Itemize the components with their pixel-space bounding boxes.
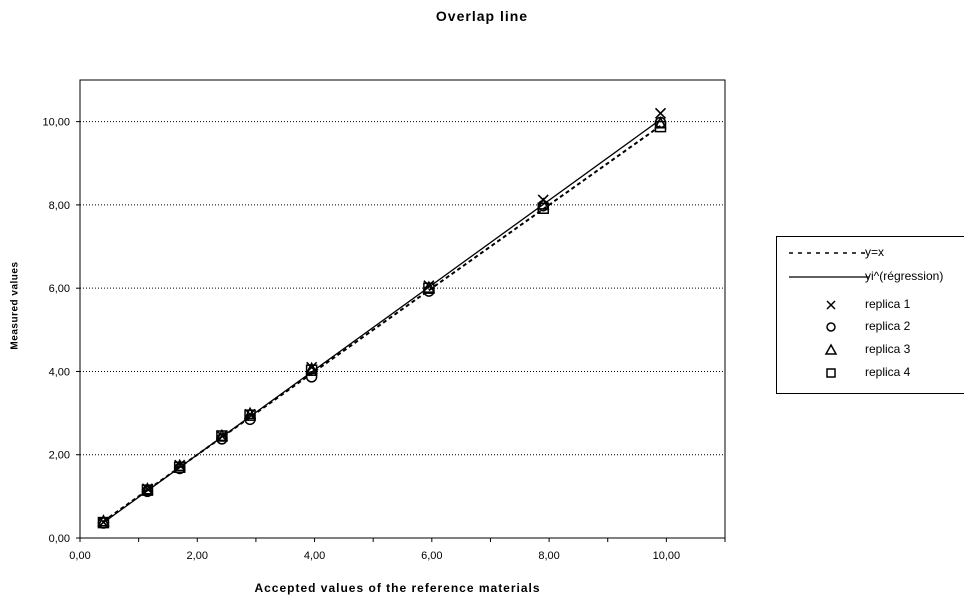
point-replica-1-8 bbox=[654, 107, 667, 119]
point-replica-3-1 bbox=[141, 482, 154, 495]
legend-label-line-2: yi^(régression) bbox=[865, 269, 944, 283]
y-tick-label-3: 6,00 bbox=[49, 283, 70, 295]
point-replica-3-2 bbox=[173, 458, 186, 472]
x-tick-label-5: 10,00 bbox=[653, 550, 681, 562]
legend-item-replica-1: replica 1 bbox=[777, 295, 964, 315]
x-tick-label-3: 6,00 bbox=[421, 550, 442, 562]
legend-solid-line-symbol bbox=[789, 276, 869, 278]
point-replica-4-4 bbox=[244, 409, 256, 421]
point-replica-2-5 bbox=[305, 371, 318, 383]
y-tick-label-5: 10,00 bbox=[42, 117, 70, 129]
point-replica-4-6 bbox=[423, 282, 435, 294]
x-axis-label: Accepted values of the reference materia… bbox=[254, 581, 541, 595]
legend-label-replica-4: replica 4 bbox=[865, 365, 911, 379]
x-tick-label-0: 0,00 bbox=[69, 550, 90, 562]
legend-item-replica-2: replica 2 bbox=[777, 317, 964, 337]
legend-item-replica-4: replica 4 bbox=[777, 363, 964, 383]
y-tick-label-4: 8,00 bbox=[49, 200, 70, 212]
legend-triangle-marker-icon bbox=[824, 343, 838, 355]
x-tick-label-2: 4,00 bbox=[304, 550, 325, 562]
y-tick-label-0: 0,00 bbox=[49, 533, 70, 545]
point-replica-4-2 bbox=[173, 461, 186, 473]
point-replica-4-3 bbox=[216, 430, 228, 442]
legend-dashed-line-symbol bbox=[789, 252, 869, 254]
point-replica-3-5 bbox=[305, 361, 318, 375]
plot-frame bbox=[79, 79, 726, 539]
point-replica-4-5 bbox=[305, 364, 318, 376]
point-replica-4-0 bbox=[97, 516, 110, 529]
y-tick-label-1: 2,00 bbox=[49, 450, 70, 462]
legend-x-marker-icon bbox=[826, 300, 836, 310]
legend-label-replica-2: replica 2 bbox=[865, 319, 911, 333]
point-replica-3-4 bbox=[243, 406, 257, 420]
point-replica-4-8 bbox=[654, 120, 667, 133]
legend-label-replica-1: replica 1 bbox=[865, 297, 911, 311]
point-replica-4-1 bbox=[141, 484, 154, 496]
point-replica-4-7 bbox=[537, 202, 549, 214]
legend-square-marker-icon bbox=[826, 368, 836, 378]
legend-item-regression: yi^(régression) bbox=[777, 267, 964, 287]
legend-label-replica-3: replica 3 bbox=[865, 342, 911, 356]
point-replica-3-0 bbox=[97, 514, 110, 527]
legend-item-replica-3: replica 3 bbox=[777, 340, 964, 360]
point-replica-1-3 bbox=[216, 430, 228, 442]
point-replica-3-8 bbox=[654, 116, 667, 129]
x-tick-label-4: 8,00 bbox=[538, 550, 559, 562]
point-replica-3-6 bbox=[422, 280, 436, 293]
legend-item-y-equals-x: y=x bbox=[777, 243, 964, 263]
legend-circle-marker-icon bbox=[826, 322, 836, 332]
legend: y=x yi^(régression) replica 1 replica 2 … bbox=[776, 236, 964, 394]
y-tick-label-2: 4,00 bbox=[49, 366, 70, 378]
legend-label-line-1: y=x bbox=[865, 245, 885, 259]
chart-title: Overlap line bbox=[435, 8, 529, 24]
regression-line bbox=[103, 119, 661, 524]
x-tick-label-1: 2,00 bbox=[187, 550, 208, 562]
